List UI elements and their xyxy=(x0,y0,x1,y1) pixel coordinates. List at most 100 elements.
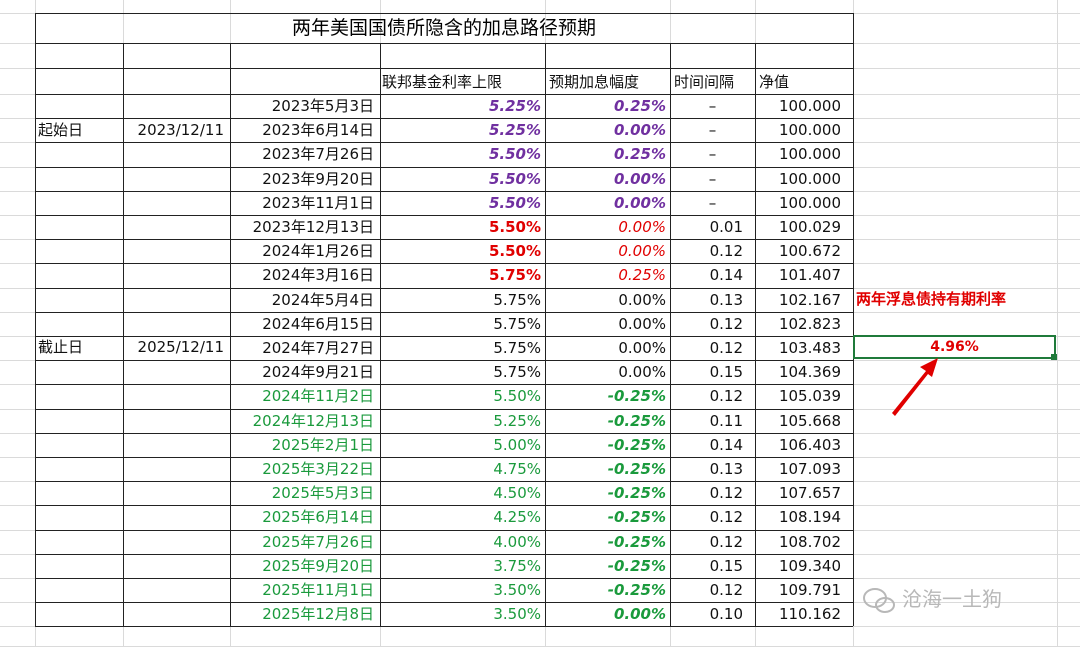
row-rate[interactable]: 5.50% xyxy=(493,387,541,406)
row-date[interactable]: 2025年3月22日 xyxy=(262,460,374,478)
row-nav[interactable]: 101.407 xyxy=(778,266,841,285)
row-nav[interactable]: 100.000 xyxy=(778,97,841,115)
row-interval[interactable]: 0.01 xyxy=(709,218,743,236)
row-date[interactable]: 2024年9月21日 xyxy=(262,363,374,382)
row-date[interactable]: 2023年6月14日 xyxy=(262,121,374,140)
row-interval[interactable]: 0.13 xyxy=(709,290,743,309)
row-rate[interactable]: 3.75% xyxy=(493,556,541,575)
row-rate[interactable]: 5.50% xyxy=(488,193,541,212)
row-nav[interactable]: 103.483 xyxy=(778,339,841,357)
row-rate[interactable]: 4.00% xyxy=(493,532,541,551)
row-date[interactable]: 2024年5月4日 xyxy=(271,290,374,309)
row-rate[interactable]: 3.50% xyxy=(493,581,541,599)
row-nav[interactable]: 108.702 xyxy=(778,532,841,551)
row-rate[interactable]: 5.50% xyxy=(488,242,541,261)
row-rate[interactable]: 5.25% xyxy=(488,121,541,140)
row-rate[interactable]: 5.75% xyxy=(493,363,541,382)
row-rate[interactable]: 5.50% xyxy=(488,145,541,164)
row-date[interactable]: 2024年7月27日 xyxy=(262,339,374,357)
holding-rate-value[interactable]: 4.96% xyxy=(930,339,979,355)
row-interval[interactable]: – xyxy=(708,145,717,164)
row-interval[interactable]: 0.12 xyxy=(709,339,743,357)
row-hike[interactable]: -0.25% xyxy=(607,532,666,551)
row-nav[interactable]: 102.167 xyxy=(778,290,841,309)
fill-handle[interactable] xyxy=(1051,354,1057,360)
row-rate[interactable]: 5.75% xyxy=(493,290,541,309)
row-hike[interactable]: 0.00% xyxy=(613,193,666,212)
row-interval[interactable]: 0.10 xyxy=(709,605,743,624)
row-hike[interactable]: 0.25% xyxy=(618,266,666,285)
row-hike[interactable]: 0.00% xyxy=(618,290,666,309)
row-date[interactable]: 2023年9月20日 xyxy=(262,169,374,188)
row-hike[interactable]: 0.00% xyxy=(618,314,666,333)
row-date[interactable]: 2023年5月3日 xyxy=(271,97,374,115)
row-date[interactable]: 2023年7月26日 xyxy=(262,145,374,164)
row-interval[interactable]: 0.12 xyxy=(709,581,743,599)
row-rate[interactable]: 3.50% xyxy=(493,605,541,624)
row-hike[interactable]: 0.00% xyxy=(618,363,666,382)
row-date[interactable]: 2024年3月16日 xyxy=(262,266,374,285)
selected-cell[interactable] xyxy=(853,335,1056,359)
row-hike[interactable]: -0.25% xyxy=(607,435,666,454)
row-hike[interactable]: 0.00% xyxy=(618,339,666,357)
row-nav[interactable]: 108.194 xyxy=(778,508,841,527)
row-nav[interactable]: 104.369 xyxy=(778,363,841,382)
row-interval[interactable]: 0.15 xyxy=(709,556,743,575)
row-date[interactable]: 2024年11月2日 xyxy=(262,387,374,406)
row-hike[interactable]: -0.25% xyxy=(607,387,666,406)
row-date[interactable]: 2025年12月8日 xyxy=(262,605,374,624)
row-nav[interactable]: 109.340 xyxy=(778,556,841,575)
row-nav[interactable]: 100.672 xyxy=(778,242,841,261)
row-hike[interactable]: 0.00% xyxy=(613,605,666,624)
row-rate[interactable]: 4.25% xyxy=(493,508,541,527)
row-interval[interactable]: 0.15 xyxy=(709,363,743,382)
row-interval[interactable]: – xyxy=(708,97,717,115)
row-interval[interactable]: 0.12 xyxy=(709,508,743,527)
row-hike[interactable]: -0.25% xyxy=(607,411,666,430)
row-nav[interactable]: 109.791 xyxy=(778,581,841,599)
row-nav[interactable]: 110.162 xyxy=(778,605,841,624)
row-date[interactable]: 2023年11月1日 xyxy=(262,193,374,212)
row-hike[interactable]: 0.25% xyxy=(613,145,666,164)
row-rate[interactable]: 5.50% xyxy=(488,218,541,236)
row-interval[interactable]: 0.12 xyxy=(709,387,743,406)
row-rate[interactable]: 5.25% xyxy=(493,411,541,430)
row-nav[interactable]: 100.000 xyxy=(778,193,841,212)
row-nav[interactable]: 102.823 xyxy=(778,314,841,333)
row-interval[interactable]: 0.14 xyxy=(709,435,743,454)
row-date[interactable]: 2025年9月20日 xyxy=(262,556,374,575)
row-nav[interactable]: 105.039 xyxy=(778,387,841,406)
row-interval[interactable]: 0.12 xyxy=(709,242,743,261)
row-nav[interactable]: 100.000 xyxy=(778,145,841,164)
row-date[interactable]: 2025年5月3日 xyxy=(271,484,374,503)
row-interval[interactable]: 0.12 xyxy=(709,484,743,503)
row-nav[interactable]: 100.000 xyxy=(778,121,841,140)
row-date[interactable]: 2025年6月14日 xyxy=(262,508,374,527)
row-rate[interactable]: 5.25% xyxy=(488,97,541,115)
row-date[interactable]: 2025年2月1日 xyxy=(271,435,374,454)
row-rate[interactable]: 4.50% xyxy=(493,484,541,503)
row-hike[interactable]: 0.00% xyxy=(618,242,666,261)
row-date[interactable]: 2025年7月26日 xyxy=(262,532,374,551)
row-date[interactable]: 2025年11月1日 xyxy=(262,581,374,599)
row-hike[interactable]: -0.25% xyxy=(607,508,666,527)
row-rate[interactable]: 5.75% xyxy=(488,266,541,285)
row-hike[interactable]: -0.25% xyxy=(607,460,666,478)
row-nav[interactable]: 107.657 xyxy=(778,484,841,503)
row-hike[interactable]: 0.00% xyxy=(618,218,666,236)
row-date[interactable]: 2024年6月15日 xyxy=(262,314,374,333)
row-rate[interactable]: 5.75% xyxy=(493,339,541,357)
row-date[interactable]: 2024年12月13日 xyxy=(252,411,374,430)
row-hike[interactable]: -0.25% xyxy=(607,581,666,599)
row-interval[interactable]: 0.13 xyxy=(709,460,743,478)
row-nav[interactable]: 106.403 xyxy=(778,435,841,454)
row-interval[interactable]: – xyxy=(708,193,717,212)
row-interval[interactable]: 0.12 xyxy=(709,314,743,333)
row-date[interactable]: 2024年1月26日 xyxy=(262,242,374,261)
row-rate[interactable]: 5.50% xyxy=(488,169,541,188)
row-nav[interactable]: 100.029 xyxy=(778,218,841,236)
row-interval[interactable]: 0.12 xyxy=(709,532,743,551)
row-interval[interactable]: 0.11 xyxy=(709,411,743,430)
row-hike[interactable]: -0.25% xyxy=(607,484,666,503)
row-rate[interactable]: 4.75% xyxy=(493,460,541,478)
